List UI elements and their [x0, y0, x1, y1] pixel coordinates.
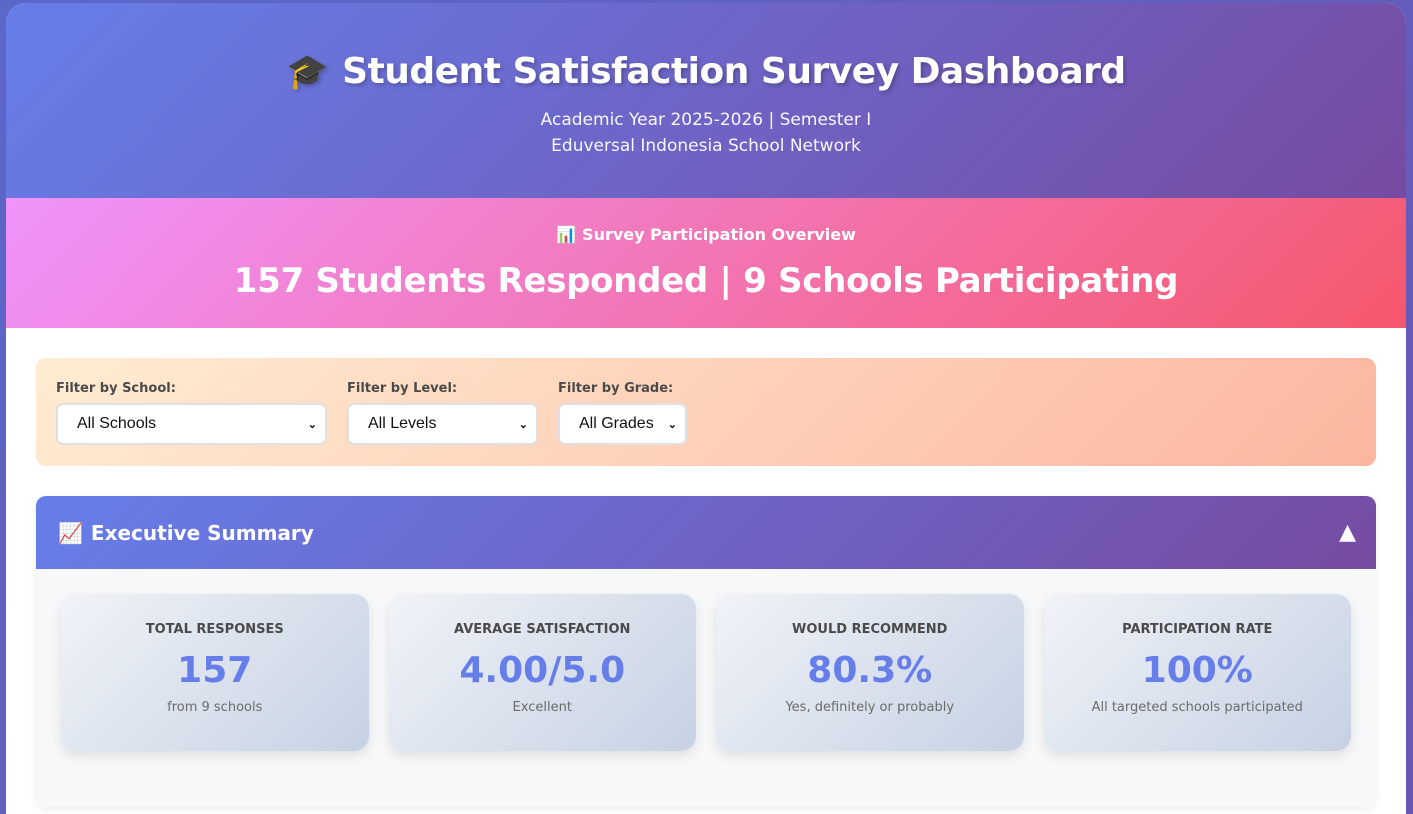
participation-headline: 157 Students Responded | 9 Schools Parti… — [233, 261, 1179, 301]
executive-summary-title-text: Executive Summary — [90, 520, 314, 545]
grade-filter-value: All Grades — [579, 415, 654, 432]
level-filter-group: Filter by Level: All Levels ⌄ — [347, 380, 538, 445]
academic-year-subtitle: Academic Year 2025-2026 | Semester I — [540, 110, 872, 130]
chevron-down-icon: ⌄ — [307, 418, 317, 431]
filter-bar: Filter by School: All Schools ⌄ Filter b… — [36, 358, 1376, 466]
participation-banner: 📊 Survey Participation Overview 157 Stud… — [6, 198, 1406, 328]
card-subtitle: Yes, definitely or probably — [785, 700, 955, 715]
school-filter-select[interactable]: All Schools ⌄ — [56, 403, 327, 445]
card-title: AVERAGE SATISFACTION — [454, 622, 631, 637]
chevron-down-icon: ⌄ — [518, 418, 528, 431]
card-subtitle: All targeted schools participated — [1091, 700, 1303, 715]
total-responses-card: TOTAL RESPONSES 157 from 9 schools — [61, 594, 369, 751]
participation-rate-card: PARTICIPATION RATE 100% All targeted sch… — [1043, 594, 1351, 751]
grade-filter-label: Filter by Grade: — [558, 381, 674, 396]
average-satisfaction-card: AVERAGE SATISFACTION 4.00/5.0 Excellent — [388, 594, 696, 751]
level-filter-select[interactable]: All Levels ⌄ — [347, 403, 538, 445]
grade-filter-group: Filter by Grade: All Grades ⌄ — [558, 380, 687, 445]
school-filter-value: All Schools — [77, 415, 157, 432]
card-value: 100% — [1141, 650, 1253, 691]
card-title: PARTICIPATION RATE — [1122, 622, 1273, 637]
summary-cards: TOTAL RESPONSES 157 from 9 schools AVERA… — [36, 569, 1376, 751]
executive-summary-header[interactable]: 📈 Executive Summary ▲ — [36, 496, 1376, 569]
school-filter-group: Filter by School: All Schools ⌄ — [56, 380, 327, 445]
chart-increasing-icon: 📈 — [58, 520, 83, 545]
executive-summary-title: 📈 Executive Summary — [58, 521, 314, 545]
executive-summary-section: 📈 Executive Summary ▲ TOTAL RESPONSES 15… — [36, 496, 1376, 807]
card-subtitle: from 9 schools — [167, 700, 263, 715]
collapse-toggle-icon[interactable]: ▲ — [1339, 520, 1356, 545]
bar-chart-icon: 📊 — [556, 225, 577, 244]
chevron-down-icon: ⌄ — [667, 418, 677, 431]
dashboard-header: 🎓 Student Satisfaction Survey Dashboard … — [6, 3, 1406, 198]
card-value: 4.00/5.0 — [459, 650, 626, 691]
card-title: WOULD RECOMMEND — [792, 622, 948, 637]
network-subtitle: Eduversal Indonesia School Network — [551, 136, 861, 156]
participation-label-text: Survey Participation Overview — [582, 225, 856, 244]
page-title: 🎓 Student Satisfaction Survey Dashboard — [6, 49, 1406, 95]
card-value: 80.3% — [807, 650, 933, 691]
card-title: TOTAL RESPONSES — [145, 622, 284, 637]
level-filter-label: Filter by Level: — [347, 381, 458, 396]
card-value: 157 — [177, 650, 253, 691]
dashboard-container: 🎓 Student Satisfaction Survey Dashboard … — [6, 3, 1406, 814]
participation-label: 📊 Survey Participation Overview — [6, 224, 1406, 246]
main-content: Filter by School: All Schools ⌄ Filter b… — [6, 328, 1406, 807]
would-recommend-card: WOULD RECOMMEND 80.3% Yes, definitely or… — [716, 594, 1024, 751]
card-subtitle: Excellent — [512, 700, 572, 715]
graduation-cap-icon: 🎓 — [286, 52, 329, 92]
level-filter-value: All Levels — [368, 415, 437, 432]
grade-filter-select[interactable]: All Grades ⌄ — [558, 403, 687, 445]
page-title-text: Student Satisfaction Survey Dashboard — [342, 51, 1126, 92]
school-filter-label: Filter by School: — [56, 381, 176, 396]
